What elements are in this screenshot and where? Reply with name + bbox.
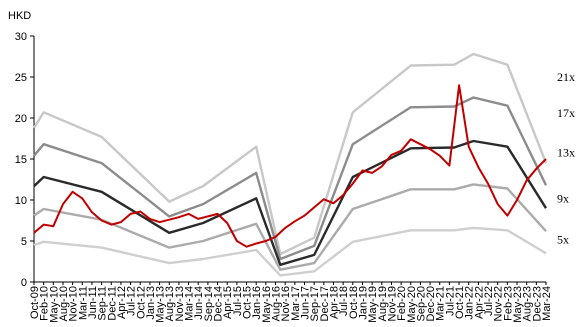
band-label-5x: 5x (557, 232, 569, 246)
x-tick-label: Jan-13 (145, 286, 157, 320)
x-tick-label: May-10 (48, 286, 60, 323)
x-tick-label: Oct-15 (242, 286, 254, 319)
band-line-13x (33, 139, 548, 266)
band-label-9x: 9x (557, 191, 569, 205)
x-tick-label: May-13 (155, 286, 167, 323)
x-tick-label: Apr-12 (116, 286, 128, 319)
y-tick-label: 5 (21, 236, 27, 248)
x-tick-label: May-20 (406, 286, 418, 323)
band-line-21x (32, 52, 548, 256)
x-tick-label: Jul-15 (232, 286, 244, 316)
y-tick-label: 0 (21, 277, 27, 289)
x-tick-label: Aug-13 (164, 286, 176, 321)
x-tick-label: Sep-20 (415, 286, 427, 321)
pe-bands (32, 52, 548, 277)
x-tick-label: Nov-13 (174, 286, 186, 321)
x-tick-label: May-19 (367, 286, 379, 323)
band-line-17x (33, 96, 548, 261)
x-tick-label: Dec-14 (213, 286, 225, 321)
x-tick-label: Jul-12 (126, 286, 138, 316)
x-tick-label: Jun-14 (193, 286, 205, 320)
x-tick-label: Oct-12 (135, 286, 147, 319)
band-label-13x: 13x (557, 145, 575, 159)
x-tick-label: Jul-18 (338, 286, 350, 316)
y-tick-label: 15 (15, 154, 27, 166)
x-tick-label: Mar-21 (435, 286, 447, 321)
x-tick-label: Jan-19 (357, 286, 369, 320)
x-tick-label: Oct-18 (348, 286, 360, 319)
band-labels: 21x 17x 13x 9x 5x (557, 70, 575, 246)
x-tick-label: Jan-22 (464, 286, 476, 320)
x-tick-label: Dec-20 (425, 286, 437, 321)
y-tick-label: 10 (15, 195, 27, 207)
x-tick-label: Dec-11 (106, 286, 118, 321)
x-tick-label: Aug-19 (377, 286, 389, 321)
x-tick-label: Jun-11 (87, 286, 99, 319)
y-tick-label: 20 (15, 113, 27, 125)
band-line-5x (33, 226, 547, 277)
x-tick-label: May-16 (261, 286, 273, 323)
x-tick-label: Feb-20 (396, 286, 408, 321)
x-tick-label: Mar-11 (77, 286, 89, 320)
band-label-17x: 17x (557, 106, 575, 120)
x-tick-label: Jul-21 (444, 286, 456, 316)
x-tick-label: Jun-17 (299, 286, 311, 320)
x-tick-label: Oct-09 (29, 286, 41, 319)
x-tick-label: Feb-23 (502, 286, 514, 321)
y-tick-label: 25 (15, 72, 27, 84)
x-tick-label: Mar-14 (184, 286, 196, 321)
x-tick-label: Mar-17 (290, 286, 302, 321)
x-tick-label: Aug-10 (58, 286, 70, 321)
x-tick-label: Dec-23 (531, 286, 543, 321)
x-tick-label: May-23 (512, 286, 524, 323)
share-price (33, 84, 547, 248)
band-label-21x: 21x (557, 70, 575, 84)
x-tick-label: Nov-16 (280, 286, 292, 321)
price-line (33, 84, 547, 248)
x-tick-label: Apr-22 (473, 286, 485, 319)
x-tick-label: Dec-17 (319, 286, 331, 321)
x-tick-label: Jan-16 (251, 286, 263, 320)
x-tick-label: Apr-15 (222, 286, 234, 319)
x-tick-label: Mar-24 (541, 286, 553, 321)
x-tick-label: Nov-22 (493, 286, 505, 321)
x-tick-label: Aug-23 (522, 286, 534, 321)
y-tick-label: 30 (15, 31, 27, 43)
x-tick-label: Aug-16 (271, 286, 283, 321)
axes: 051015202530Oct-09Feb-10May-10Aug-10Nov-… (15, 31, 553, 323)
x-tick-label: Sep-14 (203, 286, 215, 321)
x-tick-label: Nov-10 (68, 286, 80, 321)
x-tick-label: Apr-18 (328, 286, 340, 319)
x-tick-label: Feb-10 (39, 286, 51, 321)
x-tick-label: Oct-21 (454, 286, 466, 319)
y-axis-unit-label: HKD (8, 10, 31, 22)
x-tick-label: Jul-22 (483, 286, 495, 316)
x-tick-label: Nov-19 (386, 286, 398, 321)
x-tick-label: Sep-11 (97, 286, 109, 321)
x-tick-label: Sep-17 (309, 286, 321, 321)
